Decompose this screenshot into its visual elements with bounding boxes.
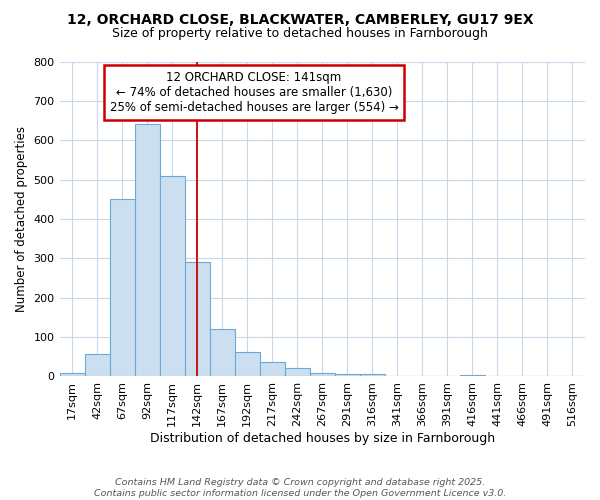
Text: 12 ORCHARD CLOSE: 141sqm
← 74% of detached houses are smaller (1,630)
25% of sem: 12 ORCHARD CLOSE: 141sqm ← 74% of detach…	[110, 71, 398, 114]
Text: 12, ORCHARD CLOSE, BLACKWATER, CAMBERLEY, GU17 9EX: 12, ORCHARD CLOSE, BLACKWATER, CAMBERLEY…	[67, 12, 533, 26]
Text: Contains HM Land Registry data © Crown copyright and database right 2025.
Contai: Contains HM Land Registry data © Crown c…	[94, 478, 506, 498]
Bar	[134, 124, 160, 376]
Bar	[59, 372, 85, 376]
Y-axis label: Number of detached properties: Number of detached properties	[15, 126, 28, 312]
Bar	[235, 352, 260, 376]
Bar	[285, 368, 310, 376]
Bar	[335, 374, 360, 376]
Bar	[110, 200, 134, 376]
Bar	[360, 374, 385, 376]
Bar	[310, 372, 335, 376]
X-axis label: Distribution of detached houses by size in Farnborough: Distribution of detached houses by size …	[150, 432, 495, 445]
Bar	[85, 354, 110, 376]
Bar	[185, 262, 209, 376]
Bar	[460, 375, 485, 376]
Bar	[260, 362, 285, 376]
Text: Size of property relative to detached houses in Farnborough: Size of property relative to detached ho…	[112, 28, 488, 40]
Bar	[160, 176, 185, 376]
Bar	[209, 329, 235, 376]
